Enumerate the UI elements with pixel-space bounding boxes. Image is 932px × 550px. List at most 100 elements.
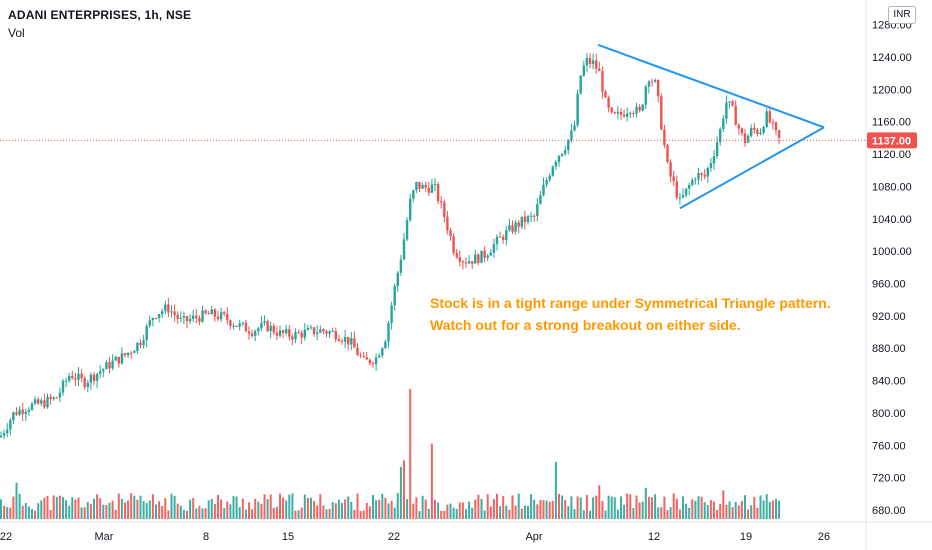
volume-bar xyxy=(403,460,405,519)
candle-body xyxy=(294,332,297,340)
candle-body xyxy=(347,336,350,345)
candle-body xyxy=(58,392,62,398)
volume-bar xyxy=(142,500,145,519)
candle-body xyxy=(77,373,80,380)
candle-body xyxy=(312,327,316,335)
candle-body xyxy=(266,321,269,332)
volume-bar xyxy=(375,500,378,519)
volume-bar xyxy=(666,510,669,519)
candle-body xyxy=(694,179,697,181)
volume-bar xyxy=(384,497,387,519)
candle-body xyxy=(619,111,623,115)
volume-bar xyxy=(616,509,619,519)
volume-label[interactable]: Vol xyxy=(8,26,25,40)
volume-bar xyxy=(775,498,777,519)
volume-bar xyxy=(217,494,219,519)
y-tick-label: 920.00 xyxy=(872,311,906,323)
volume-bar xyxy=(685,503,688,519)
volume-bar xyxy=(548,501,551,519)
volume-bar xyxy=(756,507,759,519)
candle-body xyxy=(164,304,167,312)
volume-bar xyxy=(638,502,641,519)
candle-body xyxy=(443,202,446,217)
candle-body xyxy=(167,304,170,313)
volume-bar xyxy=(0,499,2,519)
candle-body xyxy=(6,429,9,433)
volume-bar xyxy=(542,500,545,519)
candle-body xyxy=(198,318,201,322)
time-axis[interactable]: 22 Mar 8 15 22 Apr 12 19 26 xyxy=(0,531,830,543)
candle-body xyxy=(390,305,393,324)
volume-bar xyxy=(232,496,235,519)
volume-bar xyxy=(297,510,300,519)
candle-body xyxy=(288,329,291,337)
volume-bar xyxy=(319,494,322,519)
volume-bar xyxy=(567,506,570,519)
volume-bar xyxy=(520,508,523,519)
volume-bar xyxy=(127,500,130,519)
candle-body xyxy=(629,112,632,114)
candle-body xyxy=(185,316,189,322)
volume-bar xyxy=(682,496,684,519)
price-tag-text: 1137.00 xyxy=(872,135,911,147)
volume-bar xyxy=(471,507,474,519)
candle-body xyxy=(37,399,40,404)
price-axis[interactable]: 680.00 720.00 760.00 800.00 840.00 880.00 920.… xyxy=(872,20,912,517)
volume-bar xyxy=(607,495,610,519)
volume-bar xyxy=(173,495,176,519)
volume-bar xyxy=(632,508,635,519)
volume-bar xyxy=(443,510,446,519)
volume-bar xyxy=(31,509,33,519)
candle-body xyxy=(316,332,319,335)
volume-bar xyxy=(272,507,275,519)
candle-body xyxy=(539,195,542,205)
candle-body xyxy=(681,195,685,198)
volume-bar xyxy=(536,504,539,519)
candle-body xyxy=(715,142,719,156)
volume-bar xyxy=(486,494,489,519)
volume-bar xyxy=(46,495,49,519)
candle-body xyxy=(688,185,691,189)
candle-body xyxy=(213,309,217,317)
volume-bar xyxy=(505,505,508,519)
x-tick-label: 22 xyxy=(388,531,400,543)
candle-body xyxy=(526,216,530,223)
volume-bar xyxy=(700,496,703,519)
candle-body xyxy=(737,125,740,129)
candle-body xyxy=(89,374,93,383)
candle-body xyxy=(43,400,46,408)
volume-bar xyxy=(93,498,95,519)
candle-body xyxy=(68,376,71,381)
candle-body xyxy=(201,310,204,322)
volume-bar xyxy=(440,510,443,519)
volume-bar xyxy=(155,504,157,519)
volume-bar xyxy=(195,508,198,519)
candle-body xyxy=(536,204,539,216)
volume-bar xyxy=(409,389,412,519)
candle-body xyxy=(635,106,638,114)
volume-bar xyxy=(120,498,123,519)
volume-bar xyxy=(80,507,83,519)
candle-body xyxy=(2,432,6,436)
volume-bar xyxy=(489,506,492,519)
volume-bar xyxy=(18,493,21,519)
candle-body xyxy=(461,261,465,263)
volume-bar xyxy=(561,495,564,519)
candle-body xyxy=(756,129,759,134)
volume-bar xyxy=(359,511,362,519)
symbol-title[interactable]: ADANI ENTERPRISES, 1h, NSE xyxy=(8,8,192,22)
candle-body xyxy=(362,356,365,358)
candle-body xyxy=(579,75,582,94)
volume-bar xyxy=(105,504,108,519)
volume-bar xyxy=(703,502,706,519)
volume-bar xyxy=(300,507,303,519)
candle-body xyxy=(477,254,480,263)
candle-body xyxy=(139,342,142,346)
candle-body xyxy=(753,127,756,130)
candle-body xyxy=(95,373,99,381)
currency-badge[interactable]: INR xyxy=(888,6,916,24)
volume-bar xyxy=(368,506,371,519)
candle-body xyxy=(777,130,781,138)
volume-bar xyxy=(744,495,746,519)
